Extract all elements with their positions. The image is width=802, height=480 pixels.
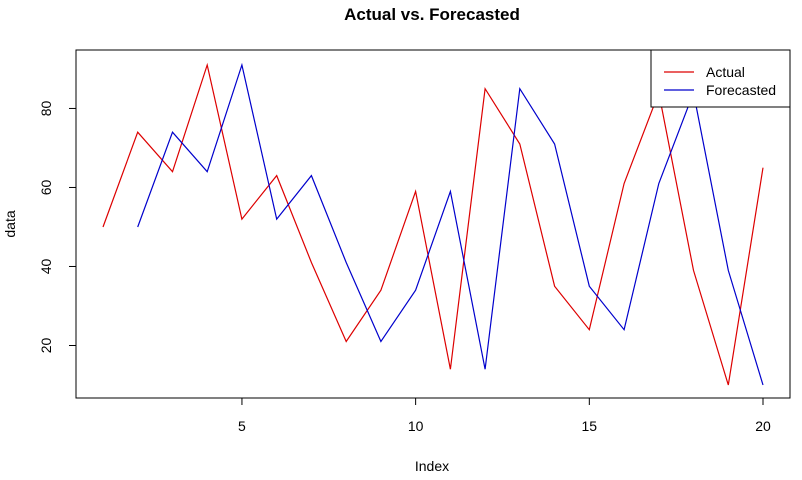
- series-line-actual: [102, 62, 764, 386]
- legend: Actual Forecasted: [650, 49, 791, 108]
- y-axis-label: data: [2, 210, 18, 237]
- x-axis-label: Index: [415, 458, 449, 474]
- x-tick-label: 20: [755, 418, 771, 434]
- x-tick-label: 5: [238, 418, 246, 434]
- legend-label-actual: Actual: [706, 64, 745, 80]
- legend-label-forecasted: Forecasted: [706, 82, 776, 98]
- chart-title: Actual vs. Forecasted: [344, 5, 520, 24]
- series-line-forecasted: [137, 62, 764, 386]
- x-tick-label: 10: [408, 418, 424, 434]
- y-tick-label: 60: [38, 179, 54, 195]
- y-tick-label: 80: [38, 100, 54, 116]
- x-axis: 5 10 15 20: [238, 397, 771, 434]
- x-tick-label: 15: [582, 418, 598, 434]
- y-axis: 20 40 60 80: [38, 100, 77, 353]
- series-layer: [102, 62, 764, 386]
- y-tick-label: 40: [38, 258, 54, 274]
- legend-box: [650, 49, 791, 108]
- y-tick-label: 20: [38, 337, 54, 353]
